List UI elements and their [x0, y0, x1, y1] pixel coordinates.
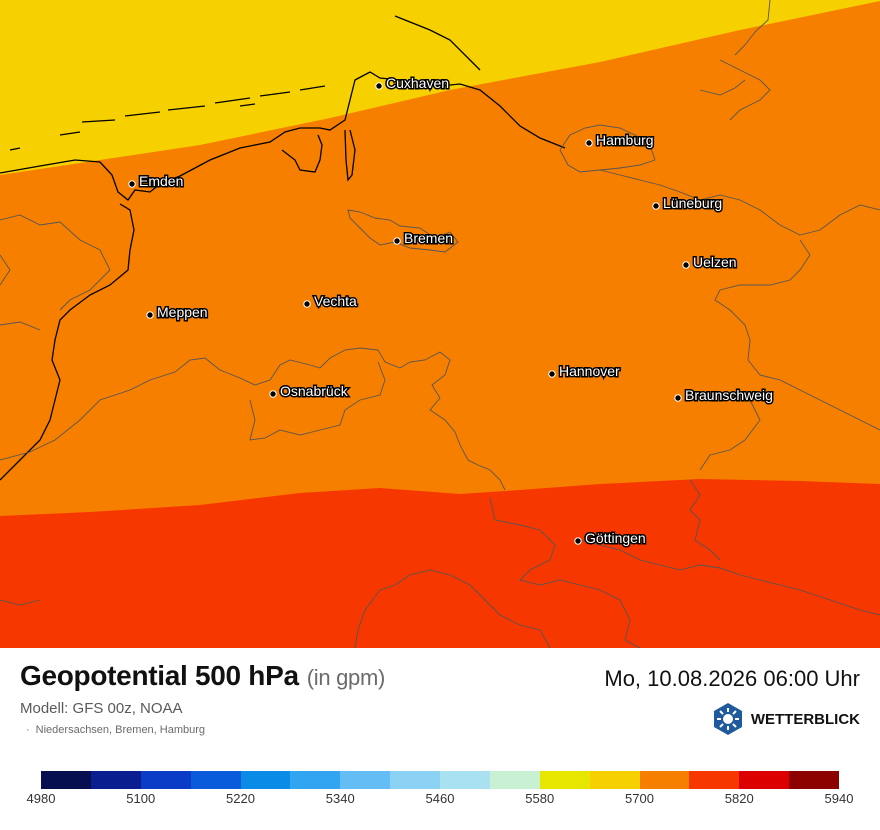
scale-tick-label: 5220	[226, 791, 255, 806]
scale-tick-label: 5580	[525, 791, 555, 806]
scale-tick-label: 4980	[26, 791, 56, 806]
city-layer: Cuxhaven Hamburg Emden Lüneburg Bremen Uelzen…	[128, 74, 774, 548]
map-title: Geopotential 500 hPa (in gpm)	[20, 660, 385, 692]
city-marker-l-neburg	[652, 202, 660, 210]
band-5820-5940	[0, 479, 880, 648]
scale-segment	[240, 771, 291, 789]
scale-tick-label: 5460	[425, 791, 455, 806]
scale-tick-label: 5700	[625, 791, 654, 806]
city-label-l-neburg: Lüneburg	[663, 195, 722, 211]
scale-segment	[340, 771, 391, 789]
city-marker-vechta	[303, 300, 311, 308]
region-text: Niedersachsen, Bremen, Hamburg	[35, 724, 206, 736]
city-label-osnabr-ck: Osnabrück	[280, 383, 349, 399]
scale-segment	[140, 771, 191, 789]
scale-segment	[440, 771, 490, 789]
city-marker-hannover	[548, 370, 556, 378]
bullet-icon: ·	[26, 724, 30, 736]
city-label-meppen: Meppen	[157, 304, 208, 320]
scale-segment	[739, 771, 790, 789]
map-canvas: Cuxhaven Hamburg Emden Lüneburg Bremen Uelzen…	[0, 0, 880, 648]
scale-tick-label: 5340	[325, 791, 355, 806]
city-marker-emden	[128, 180, 136, 188]
city-marker-cuxhaven	[375, 82, 383, 90]
city-label-cuxhaven: Cuxhaven	[386, 75, 449, 91]
city-label-bremen: Bremen	[404, 230, 453, 246]
city-label-braunschweig: Braunschweig	[685, 387, 773, 403]
city-marker-g-ttingen	[574, 537, 582, 545]
city-label-vechta: Vechta	[314, 293, 357, 309]
scale-segment	[539, 771, 590, 789]
admin-boundaries	[0, 0, 880, 648]
scale-tick-label: 5100	[126, 791, 156, 806]
scale-segment	[689, 771, 740, 789]
scale-tick-label: 5940	[824, 791, 854, 806]
footer: Geopotential 500 hPa (in gpm) Modell: GFS…	[0, 648, 880, 830]
city-marker-osnabr-ck	[269, 390, 277, 398]
unit-text: (in gpm)	[306, 665, 386, 690]
brand-logo[interactable]: WETTERBLICK	[711, 702, 860, 736]
color-scale	[41, 771, 839, 789]
scale-segment	[90, 771, 141, 789]
scale-tick-label: 5820	[724, 791, 754, 806]
city-marker-meppen	[146, 311, 154, 319]
city-marker-bremen	[393, 237, 401, 245]
coastline	[0, 15, 566, 481]
model-info: Modell: GFS 00z, NOAA	[20, 700, 183, 717]
city-label-emden: Emden	[139, 173, 183, 189]
scale-segment	[390, 771, 440, 789]
sun-logo-icon	[713, 703, 742, 735]
scale-segment	[290, 771, 341, 789]
scale-segment	[639, 771, 690, 789]
scale-ticks: 4980 5100 5220 5340 5460 5580 5700 5820 5940	[0, 791, 880, 811]
city-marker-hamburg	[585, 139, 593, 147]
scale-segment	[789, 771, 839, 789]
scale-segment	[489, 771, 540, 789]
scale-segment	[190, 771, 241, 789]
city-label-hannover: Hannover	[559, 363, 620, 379]
forecast-datetime: Mo, 10.08.2026 06:00 Uhr	[604, 666, 860, 691]
city-label-uelzen: Uelzen	[693, 254, 737, 270]
title-text: Geopotential 500 hPa	[20, 660, 299, 691]
scale-segment	[589, 771, 640, 789]
city-marker-uelzen	[682, 261, 690, 269]
city-label-g-ttingen: Göttingen	[585, 530, 646, 546]
band-5640-5700	[0, 0, 880, 175]
brand-name: WETTERBLICK	[750, 710, 860, 728]
city-label-hamburg: Hamburg	[596, 132, 654, 148]
region-info: · Niedersachsen, Bremen, Hamburg	[26, 724, 205, 736]
forecast-map: Cuxhaven Hamburg Emden Lüneburg Bremen Uelzen…	[0, 0, 880, 648]
scale-segment	[41, 771, 91, 789]
city-marker-braunschweig	[674, 394, 682, 402]
